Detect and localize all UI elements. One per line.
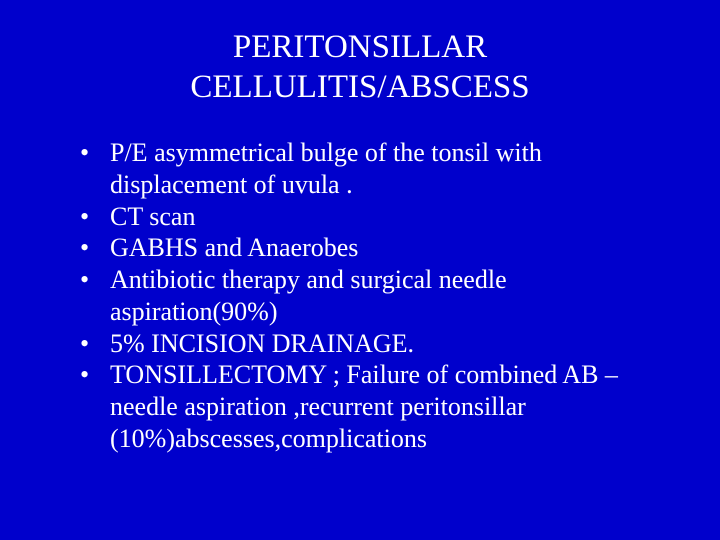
list-item: TONSILLECTOMY ; Failure of combined AB –… [80,359,672,454]
bullet-list: P/E asymmetrical bulge of the tonsil wit… [48,137,672,454]
title-line-2: CELLULITIS/ABSCESS [190,69,529,105]
title-line-1: PERITONSILLAR [233,29,487,65]
list-item: GABHS and Anaerobes [80,232,672,264]
list-item: CT scan [80,201,672,233]
list-item: 5% INCISION DRAINAGE. [80,328,672,360]
list-item: Antibiotic therapy and surgical needle a… [80,264,672,327]
list-item: P/E asymmetrical bulge of the tonsil wit… [80,137,672,200]
slide-title: PERITONSILLAR CELLULITIS/ABSCESS [48,28,672,107]
